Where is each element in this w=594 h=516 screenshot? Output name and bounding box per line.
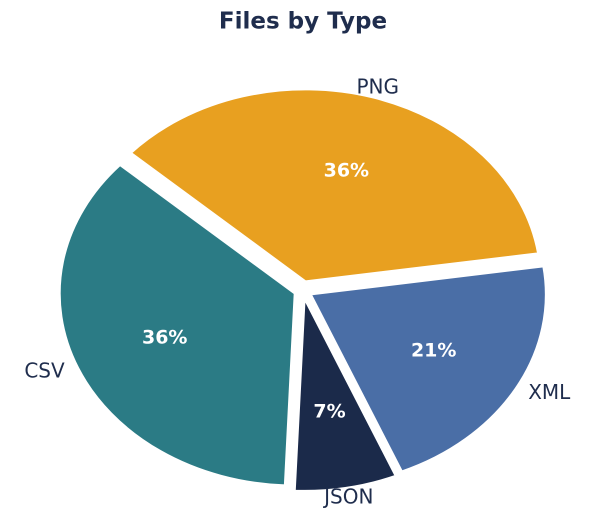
pie-slice xyxy=(309,265,547,473)
pie-slice xyxy=(58,163,296,487)
slice-category-label: XML xyxy=(528,380,571,404)
slice-category-label: CSV xyxy=(24,358,65,382)
chart-title: Files by Type xyxy=(219,9,387,35)
pie-slice xyxy=(129,88,540,283)
slice-value-label: 36% xyxy=(324,160,369,182)
slice-value-label: 36% xyxy=(142,327,187,349)
slice-category-label: JSON xyxy=(322,484,373,508)
pie-slice xyxy=(293,295,398,492)
slice-category-label: PNG xyxy=(356,74,399,98)
slice-value-label: 21% xyxy=(411,339,456,361)
slice-value-label: 7% xyxy=(313,401,345,423)
